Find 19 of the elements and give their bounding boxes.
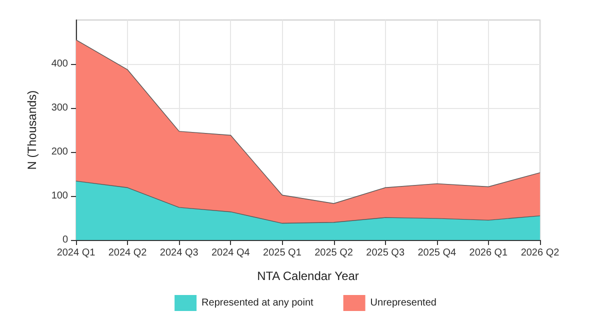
y-tick-label: 400 (51, 58, 68, 70)
y-tick-label: 300 (51, 102, 68, 114)
x-tick-label: 2026 Q2 (520, 248, 560, 258)
legend-label: Represented at any point (202, 298, 314, 308)
y-axis-title: N (Thousands) (25, 90, 39, 170)
x-axis-title: NTA Calendar Year (257, 269, 359, 283)
x-tick-label: 2024 Q4 (211, 248, 250, 258)
x-tick-label: 2024 Q2 (108, 248, 148, 258)
x-tick-label: 2024 Q1 (56, 248, 96, 258)
y-tick-label: 0 (62, 234, 68, 246)
x-tick-label: 2025 Q2 (314, 248, 354, 258)
x-tick-label: 2025 Q4 (418, 248, 457, 258)
y-tick-label: 200 (51, 146, 68, 158)
legend-label: Unrepresented (370, 298, 436, 308)
x-tick-label: 2026 Q1 (469, 248, 508, 258)
x-tick-label: 2025 Q1 (263, 248, 302, 258)
x-tick-label: 2025 Q3 (366, 248, 405, 258)
x-tick-label: 2024 Q3 (160, 248, 199, 258)
y-tick-label: 100 (51, 190, 68, 202)
